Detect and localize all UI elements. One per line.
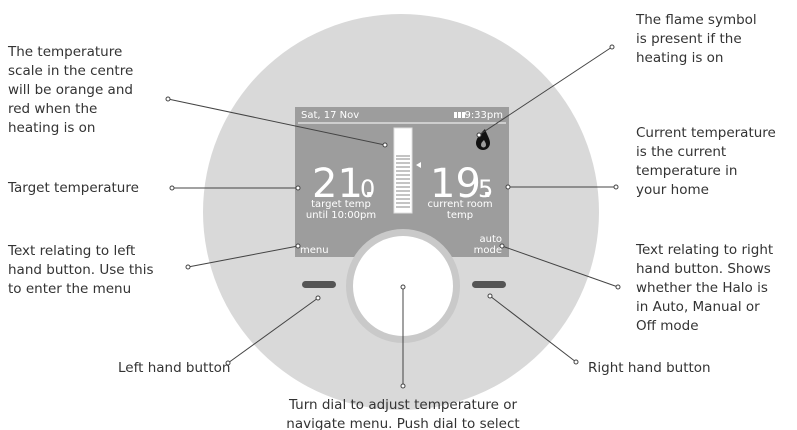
scale-pointer (416, 162, 421, 168)
leaders (165, 44, 621, 389)
annotation-line: heating is on (8, 120, 96, 136)
current-label: current room (427, 199, 492, 210)
annotation-line: Off mode (636, 318, 699, 334)
annotation-line: is present if the (636, 31, 742, 47)
annotation-line: your home (636, 182, 709, 198)
annotation-line: The temperature (7, 44, 122, 60)
target-temp: 21. (312, 161, 376, 207)
left-button[interactable] (302, 281, 336, 288)
right-button-text: mode (474, 245, 502, 256)
current-temp: 19. (430, 161, 494, 207)
annotation-line: heating is on (636, 50, 724, 66)
annotation-line: Right hand button (588, 360, 711, 376)
annotation-line: The flame symbol (635, 12, 757, 28)
time: 9:33pm (464, 110, 503, 121)
annotation-line: Current temperature (636, 125, 776, 141)
annotation-line: to enter the menu (8, 281, 131, 297)
target-label: target temp (311, 199, 371, 210)
annotation-line: will be orange and (8, 82, 133, 98)
annotation-line: scale in the centre (8, 63, 133, 79)
annotation-line: Target temperature (7, 180, 139, 196)
annotation-line: hand button. Shows (636, 261, 771, 277)
scale-stripes (396, 155, 410, 208)
annotation-line: whether the Halo is (636, 280, 768, 296)
annotations: The temperature scale in the centre will b… (7, 12, 776, 430)
annotation-line: red when the (8, 101, 97, 117)
left-button-text: menu (300, 245, 329, 256)
annotation-line: in Auto, Manual or (636, 299, 760, 315)
annotation-line: Turn dial to adjust temperature or (288, 397, 518, 413)
current-label: temp (447, 210, 473, 221)
date: Sat, 17 Nov (301, 110, 359, 121)
annotation-line: Text relating to left (7, 243, 135, 259)
annotation-line: navigate menu. Push dial to select (286, 416, 519, 430)
target-label: until 10:00pm (306, 210, 376, 221)
annotation-line: hand button. Use this (8, 262, 154, 278)
annotation-line: Text relating to right (635, 242, 773, 258)
right-button-text: auto (479, 234, 502, 245)
status-icons (454, 112, 465, 118)
annotation-line: is the current (636, 144, 726, 160)
right-button[interactable] (472, 281, 506, 288)
annotation-line: Left hand button (118, 360, 230, 376)
flame-icon (476, 129, 490, 150)
annotation-line: temperature in (636, 163, 737, 179)
current-temp-decimal: 5 (478, 175, 493, 203)
target-temp-decimal: 0 (360, 175, 375, 203)
